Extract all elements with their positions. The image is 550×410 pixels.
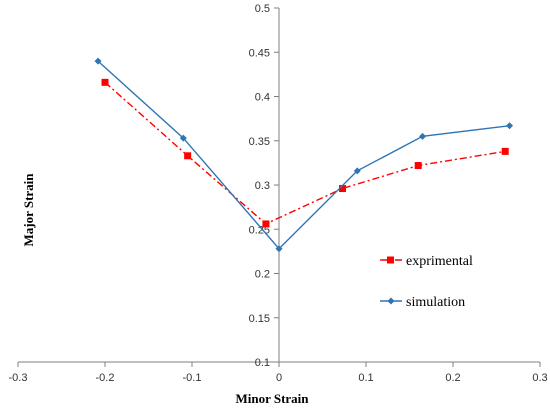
x-tick-label: -0.3 xyxy=(9,372,28,384)
data-point-simulation xyxy=(179,134,187,142)
x-axis: -0.3 -0.2 -0.1 0 0.1 0.2 0.3 xyxy=(9,361,548,384)
x-tick-label: 0 xyxy=(276,372,282,384)
data-point-exprimental xyxy=(101,78,109,86)
y-axis-title: Major Strain xyxy=(21,173,36,247)
x-tick-label: 0.3 xyxy=(532,372,547,384)
legend-label-exprimental: exprimental xyxy=(406,254,473,269)
y-tick-label: 0.2 xyxy=(255,269,270,281)
data-point-simulation xyxy=(94,57,102,65)
y-tick-label: 0.5 xyxy=(255,3,270,15)
y-tick-label: 0.35 xyxy=(249,136,270,148)
data-point-exprimental xyxy=(184,152,192,160)
y-tick-label: 0.45 xyxy=(249,47,270,59)
data-point-simulation xyxy=(419,132,427,140)
x-tick-label: 0.2 xyxy=(445,372,460,384)
data-point-exprimental xyxy=(339,185,347,193)
x-tick-label: -0.1 xyxy=(183,372,202,384)
series-layer xyxy=(94,57,514,253)
y-tick-label: 0.3 xyxy=(255,180,270,192)
series-line-exprimental xyxy=(104,81,506,225)
data-point-simulation xyxy=(275,245,283,253)
data-point-simulation xyxy=(353,167,361,175)
legend-label-simulation: simulation xyxy=(406,295,465,310)
y-tick-label: 0.1 xyxy=(255,357,270,369)
x-axis-title: Minor Strain xyxy=(235,391,309,406)
data-point-simulation xyxy=(506,122,514,130)
x-tick-label: 0.1 xyxy=(358,372,373,384)
y-tick-label: 0.15 xyxy=(249,313,270,325)
legend-marker-simulation xyxy=(387,297,395,305)
series-line-simulation xyxy=(97,60,510,250)
x-tick-label: -0.2 xyxy=(96,372,115,384)
y-axis: 0.10.150.20.250.30.350.40.450.5 xyxy=(249,3,280,369)
legend: exprimental simulation xyxy=(380,254,473,310)
legend-marker-exprimental xyxy=(387,256,394,264)
data-point-exprimental xyxy=(501,147,509,155)
y-tick-label: 0.4 xyxy=(255,92,270,104)
data-point-exprimental xyxy=(262,220,270,228)
data-point-exprimental xyxy=(414,162,422,170)
